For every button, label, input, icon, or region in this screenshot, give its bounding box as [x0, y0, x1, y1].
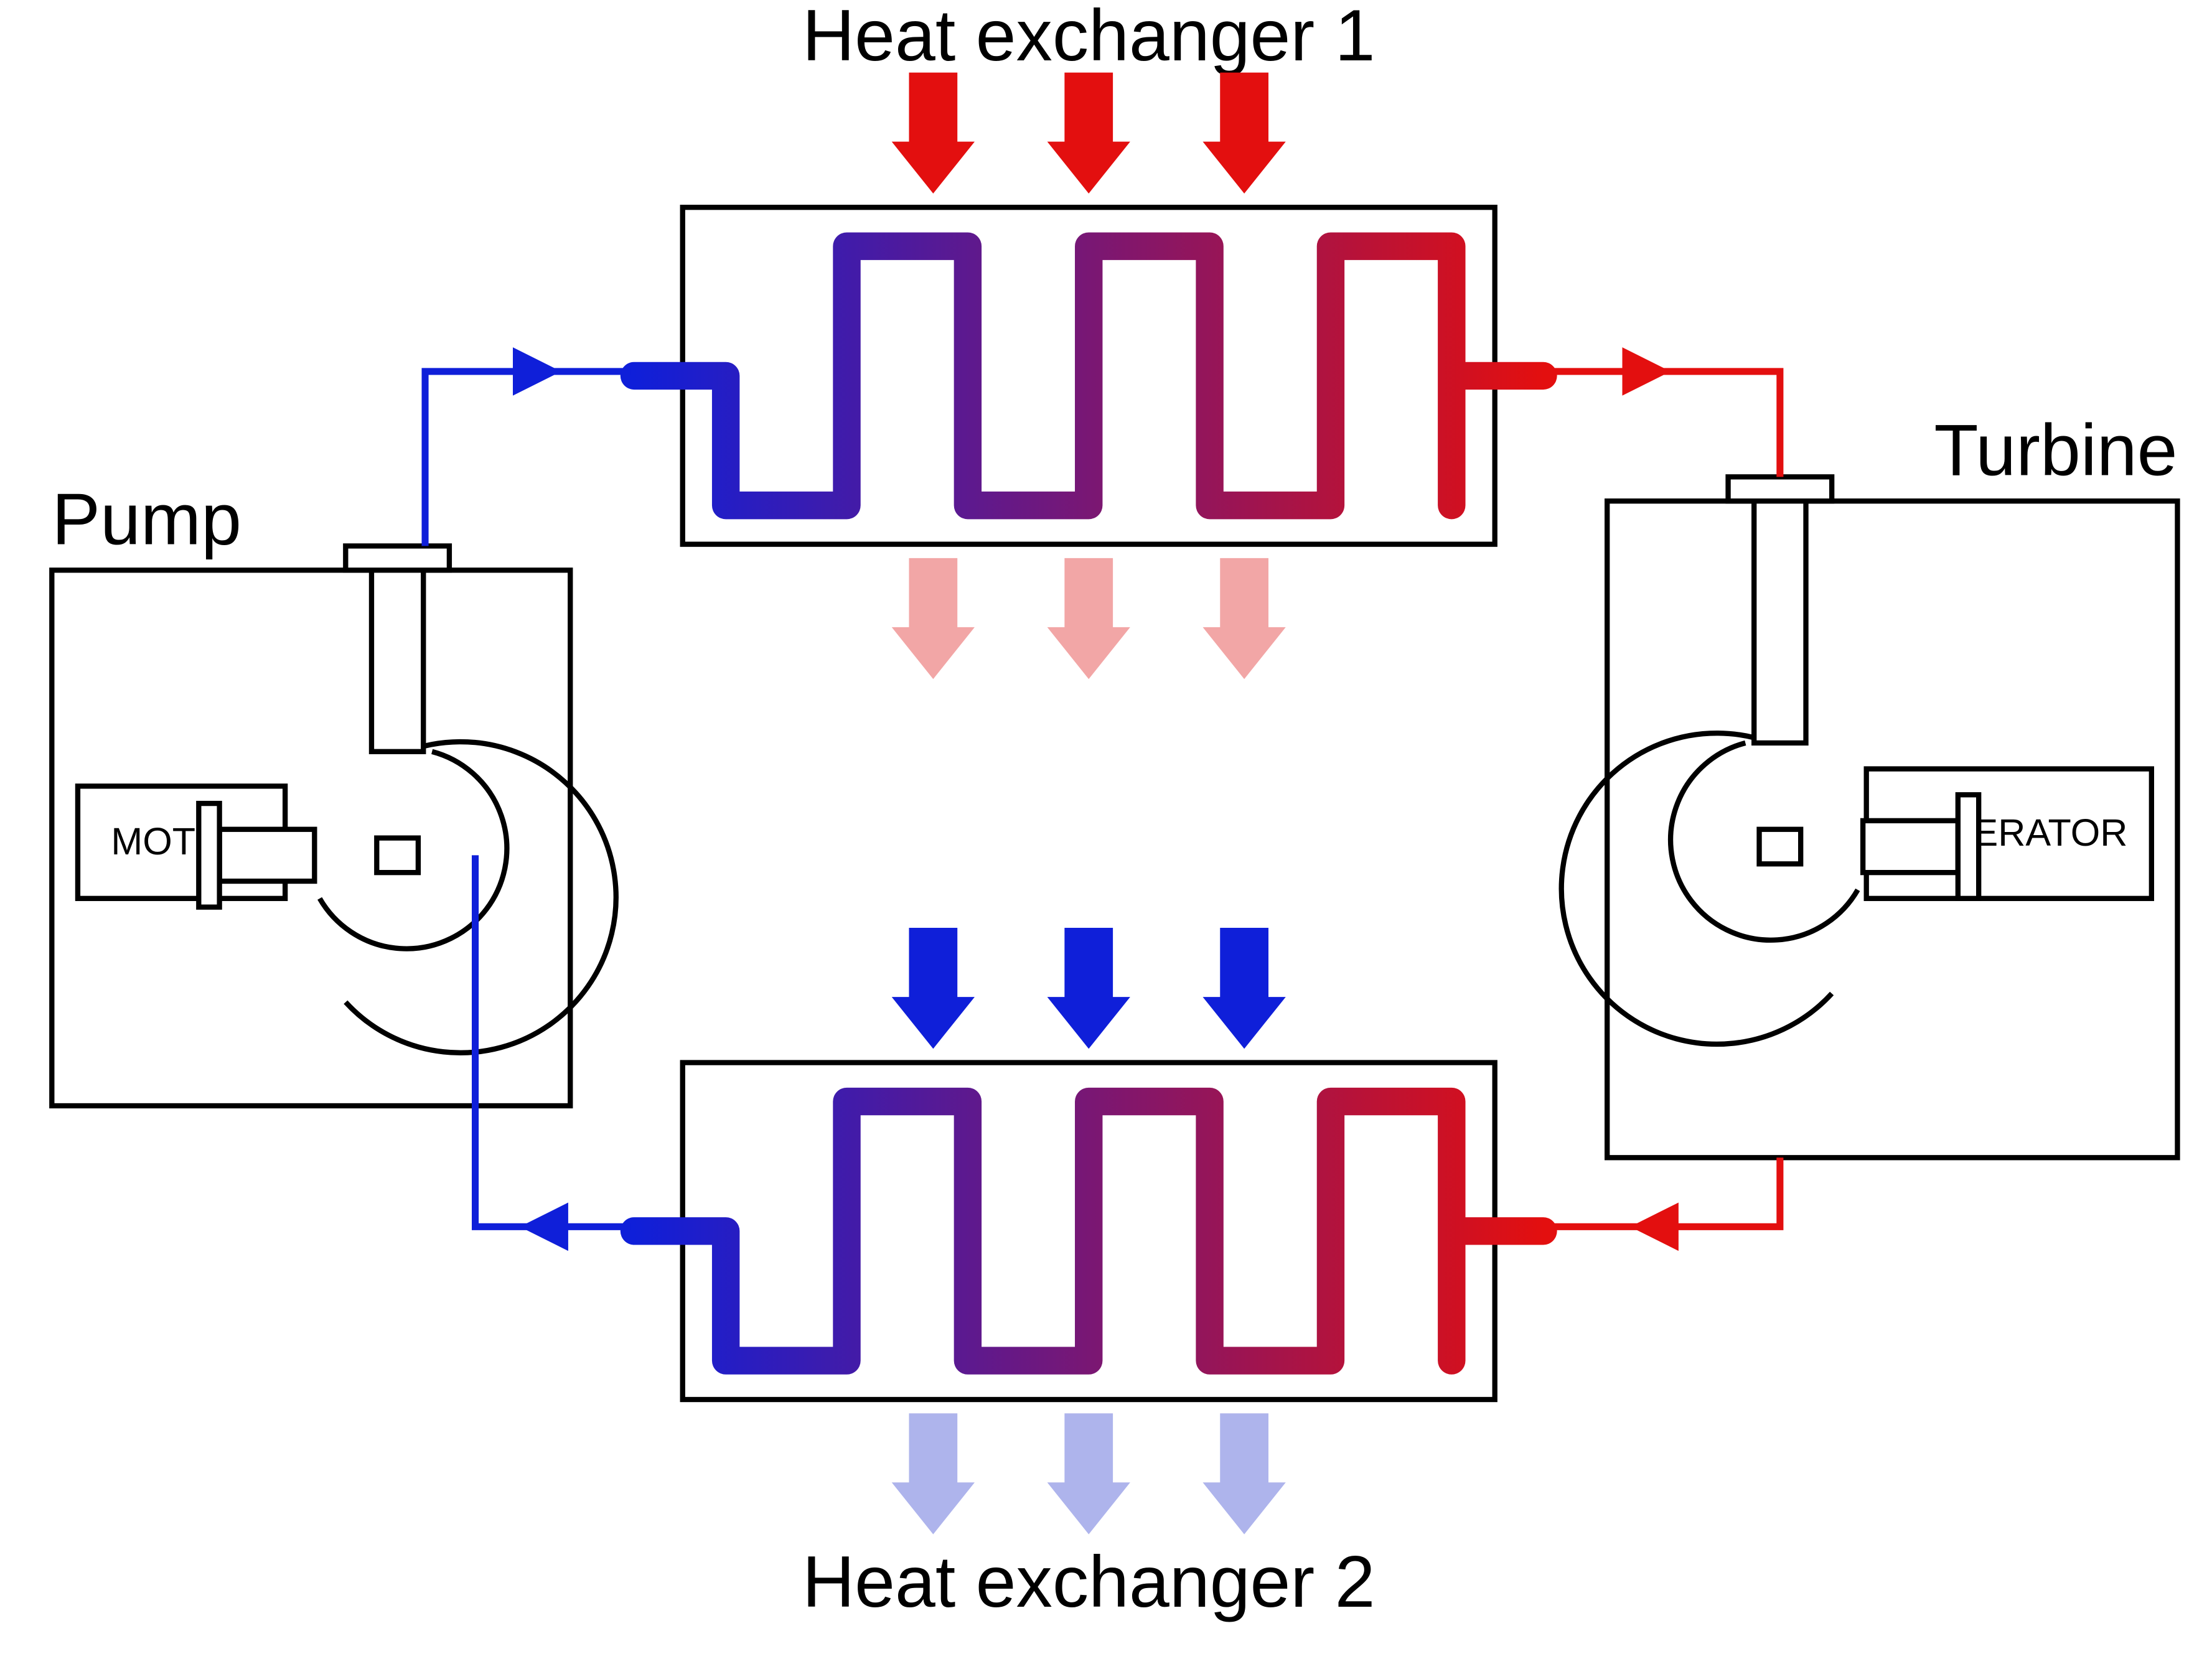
hx1-heat-in-arrow-1: [1047, 73, 1130, 194]
pipe-pump-to-hx1: [425, 372, 630, 546]
hx1-heat-in-arrow-0: [892, 73, 975, 194]
serpentine-coil: [634, 246, 1543, 505]
pump-machine-volute-outer: [345, 742, 616, 1053]
thermo-cycle-diagram: Heat exchanger 1 Heat exchanger 2 Pump Turb…: [0, 0, 2212, 1659]
pipe-hx1-to-turbine: [1547, 372, 1780, 477]
serpentine-coil: [634, 1101, 1543, 1360]
hx1-heat-out-arrow-0: [892, 558, 975, 679]
hx1-title: Heat exchanger 1: [802, 0, 1375, 76]
hx1-heat-out-arrow-2: [1202, 558, 1285, 679]
turbine-machine: GENERATOR: [1728, 477, 2152, 898]
hx1-heat-out-arrow-1: [1047, 558, 1130, 679]
hx2-title: Heat exchanger 2: [802, 1541, 1375, 1622]
hx2-heat-in-arrow-1: [1047, 928, 1130, 1049]
pipe-hx2-to-pump: [476, 855, 631, 1227]
hx1-heat-in-arrow-2: [1202, 73, 1285, 194]
hx2-heat-in-arrow-0: [892, 928, 975, 1049]
pump-title: Pump: [52, 479, 241, 560]
pipe-turbine-to-hx2: [1547, 1157, 1780, 1227]
hx2-heat-out-arrow-1: [1047, 1413, 1130, 1534]
hx2-heat-out-arrow-0: [892, 1413, 975, 1534]
hx2-heat-out-arrow-2: [1202, 1413, 1285, 1534]
turbine-title: Turbine: [1934, 409, 2177, 491]
turbine-machine-volute-outer: [1562, 733, 1832, 1044]
hx2-heat-in-arrow-2: [1202, 928, 1285, 1049]
pump-machine: MOTOR: [78, 546, 449, 907]
